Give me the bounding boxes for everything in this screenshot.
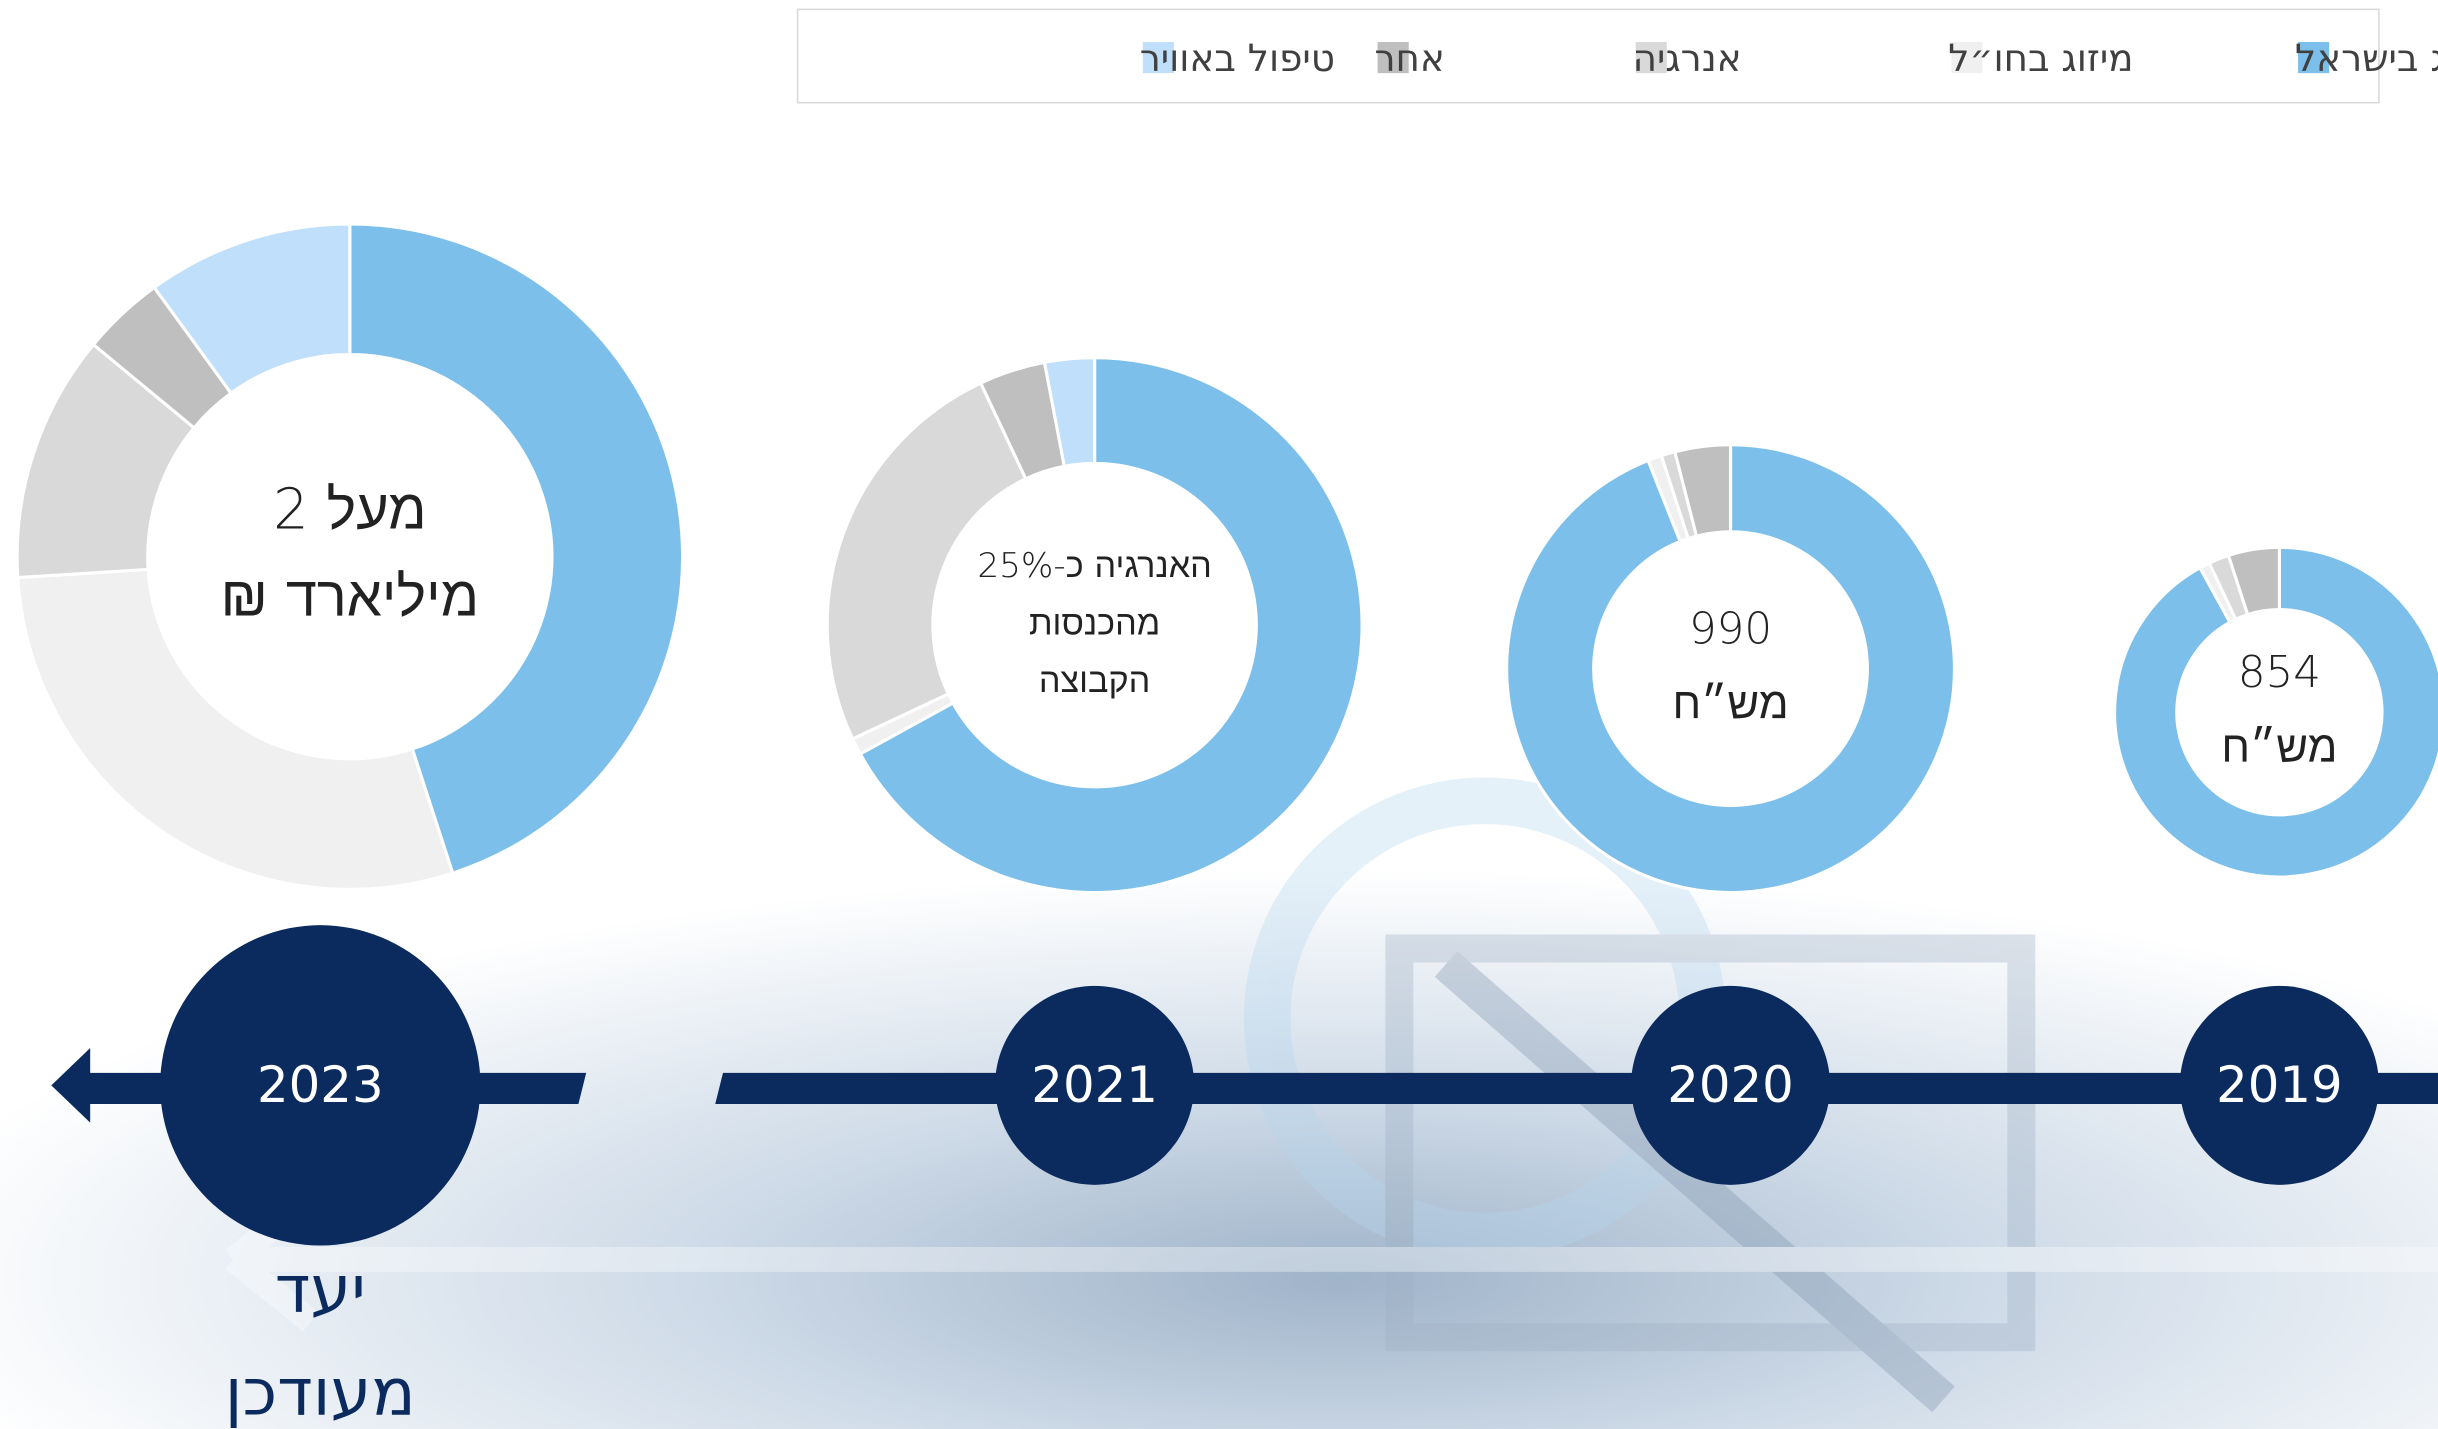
donut-segment (1672, 443, 1733, 538)
annotation: מעודכן (225, 1354, 416, 1429)
year-circle (160, 925, 481, 1246)
year-circle (2179, 985, 2379, 1185)
year-label: 2023 (257, 1056, 384, 1114)
donut-segment (825, 381, 1028, 742)
donut-segment (16, 567, 455, 891)
donut-segment (858, 356, 1364, 895)
center-label: 854 (2238, 648, 2321, 698)
center-label: 990 (1689, 604, 1772, 654)
donut-segment (1042, 356, 1097, 469)
legend-label: אחר (1374, 36, 1444, 80)
donut-segment (348, 222, 685, 876)
year-label: 2019 (2216, 1056, 2343, 1114)
center-label: הקבוצה (1039, 661, 1150, 701)
center-label: מהכנסות (1029, 604, 1160, 644)
legend-swatch (1951, 42, 1983, 74)
legend-swatch (2298, 42, 2330, 74)
legend-label: טיפול באוויר (1140, 36, 1335, 80)
center-label: מעל 2 (273, 477, 427, 542)
legend-box (796, 8, 2380, 104)
year-circle (995, 985, 1195, 1185)
year-label: 2021 (1031, 1056, 1158, 1114)
donut-segment (2113, 545, 2438, 879)
year-label: 2020 (1667, 1056, 1794, 1114)
center-label: מש״ח (1672, 679, 1788, 729)
legend-swatch (1377, 42, 1409, 74)
year-circle (1631, 985, 1831, 1185)
donut-segment (1505, 443, 1956, 895)
legend-label: אנרגיה (1633, 36, 1742, 80)
center-label: האנרגיה כ-25% (977, 546, 1211, 586)
donut-segment (2226, 545, 2281, 617)
annotation: יעד (275, 1252, 366, 1328)
center-label: מש״ח (2221, 722, 2337, 772)
legend-swatch (1635, 42, 1667, 74)
center-label: מיליארד ₪ (221, 564, 480, 629)
donut-segment (152, 222, 352, 396)
legend-label: מיזוג בישראל (2295, 36, 2438, 80)
legend-label: מיזוג בחו״ל (1948, 36, 2133, 80)
legend-swatch (1142, 42, 1174, 74)
